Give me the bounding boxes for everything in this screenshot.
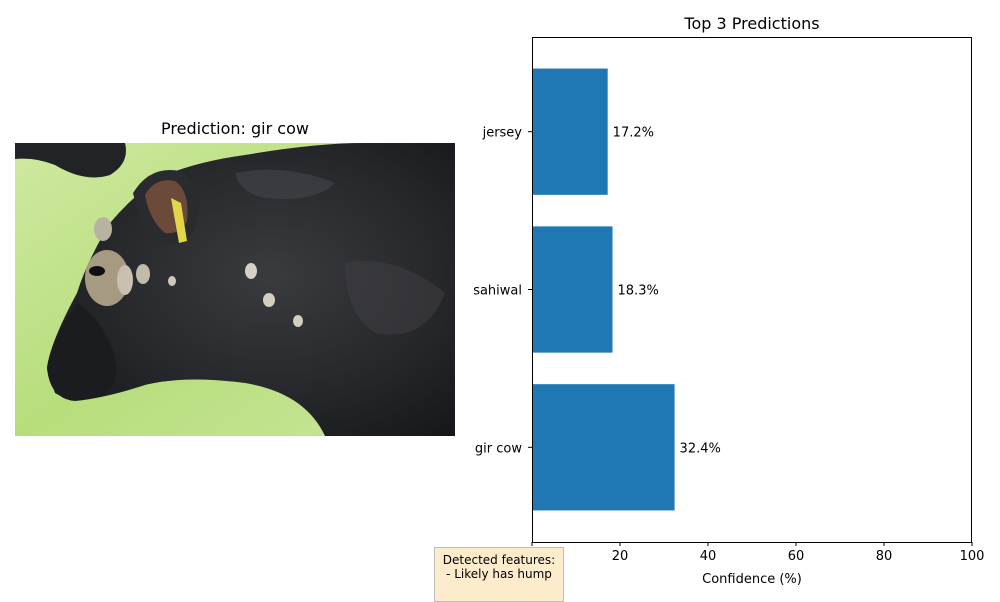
bar-jersey <box>532 68 608 195</box>
x-tick-label: 20 <box>612 549 629 564</box>
bar-value-label: 18.3% <box>618 284 659 299</box>
x-tick-label: 80 <box>876 549 893 564</box>
x-tick-label: 40 <box>700 549 717 564</box>
cow-photo <box>15 143 455 436</box>
x-axis-label: Confidence (%) <box>702 572 802 587</box>
bar-value-label: 17.2% <box>613 126 654 141</box>
y-tick-label: sahiwal <box>473 284 522 299</box>
x-tick-label: 100 <box>960 549 985 564</box>
features-heading: Detected features: <box>442 553 556 567</box>
feature-item: - Likely has hump <box>446 567 552 581</box>
detected-features-box: Detected features: - Likely has hump <box>434 547 564 602</box>
y-tick-label: gir cow <box>475 441 522 456</box>
bar-sahiwal <box>532 226 613 353</box>
prediction-title: Prediction: gir cow <box>161 119 309 138</box>
y-tick-label: jersey <box>482 126 523 141</box>
bar-gir-cow <box>532 384 675 511</box>
chart-title: Top 3 Predictions <box>684 14 820 33</box>
x-tick-label: 60 <box>788 549 805 564</box>
bar-value-label: 32.4% <box>680 441 721 456</box>
plot-frame <box>532 37 972 543</box>
